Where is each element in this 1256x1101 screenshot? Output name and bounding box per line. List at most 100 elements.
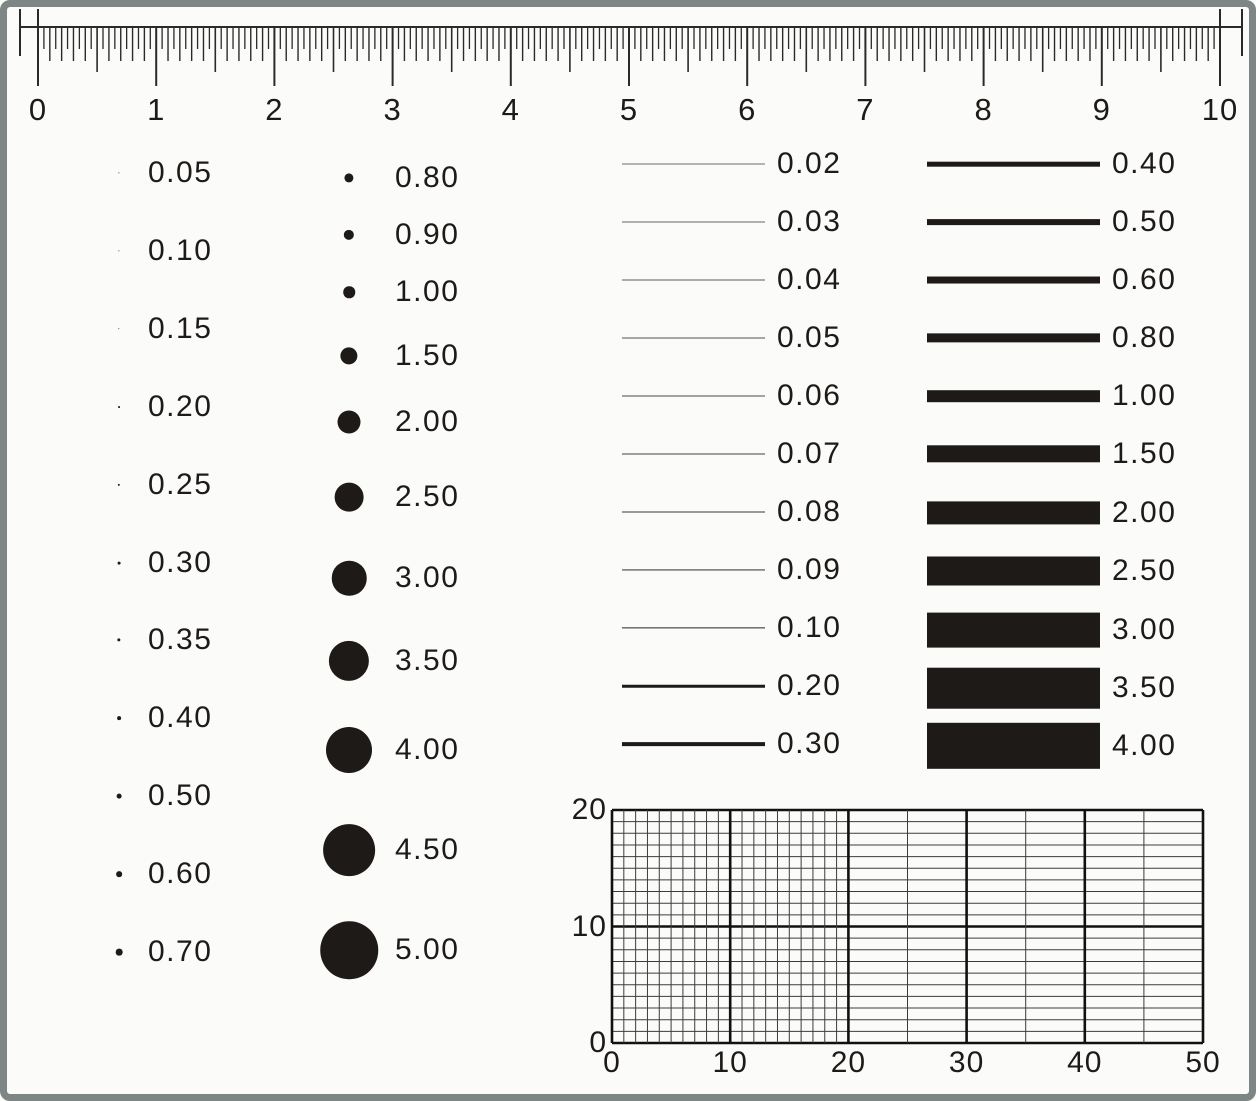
dot-size-label: 5.00 [395, 933, 460, 966]
bar-size-label: 0.60 [1112, 263, 1177, 296]
bar-marker [927, 161, 1100, 167]
dot-size-label: 0.70 [148, 935, 213, 968]
bar-size-label: 2.00 [1112, 496, 1177, 529]
bar-marker [927, 219, 1100, 225]
grid-x-tick-label: 0 [603, 1046, 621, 1079]
ruler-number: 7 [856, 92, 875, 127]
bar-marker [927, 501, 1100, 525]
grid-y-tick-label: 0 [589, 1026, 607, 1059]
dot-size-label: 0.60 [148, 857, 213, 890]
dot-marker [323, 824, 375, 876]
bar-size-label: 1.50 [1112, 437, 1177, 470]
dot-marker [116, 793, 122, 799]
bar-marker [927, 612, 1100, 648]
dot-size-label: 0.10 [148, 234, 213, 267]
line-marker [622, 337, 765, 339]
dot-marker [115, 948, 123, 956]
line-marker [622, 627, 765, 629]
grid-x-tick-label: 50 [1185, 1046, 1221, 1079]
dot-marker [334, 482, 364, 512]
dot-marker [320, 921, 378, 979]
line-marker [622, 684, 765, 688]
dot-size-label: 3.50 [395, 644, 460, 677]
dot-marker [117, 638, 121, 642]
dot-marker [116, 871, 122, 877]
bar-size-label: 0.40 [1112, 147, 1177, 180]
dot-marker [343, 286, 355, 298]
line-marker [622, 163, 765, 165]
line-size-label: 0.10 [777, 611, 842, 644]
dot-marker [118, 328, 120, 330]
dot-marker [117, 716, 121, 720]
grid-x-tick-label: 40 [1067, 1046, 1103, 1079]
ruler-number: 10 [1201, 92, 1239, 127]
line-marker [622, 395, 765, 397]
line-marker [622, 453, 765, 455]
bar-marker [927, 390, 1100, 402]
line-marker [622, 279, 765, 281]
line-size-label: 0.07 [777, 437, 842, 470]
ruler-number: 3 [383, 92, 402, 127]
dot-size-label: 1.00 [395, 275, 460, 308]
dot-size-label: 0.20 [148, 390, 213, 423]
ruler-number: 1 [147, 92, 166, 127]
grid-y-tick-label: 10 [571, 909, 607, 943]
bar-marker [927, 445, 1100, 463]
bar-marker [927, 556, 1100, 586]
dot-marker [326, 727, 372, 773]
grid-x-tick-label: 30 [948, 1046, 985, 1079]
ruler-number: 0 [28, 92, 48, 127]
bar-size-label: 2.50 [1112, 554, 1177, 587]
line-size-label: 0.09 [777, 553, 842, 586]
bar-size-label: 0.50 [1112, 205, 1177, 238]
bar-marker [927, 667, 1100, 709]
ruler-number: 8 [974, 92, 993, 127]
dot-size-label: 0.15 [148, 312, 213, 345]
dot-size-label: 0.25 [148, 468, 213, 501]
line-size-label: 0.04 [777, 263, 842, 296]
line-marker [622, 511, 765, 513]
calibration-grid [610, 808, 1205, 1045]
line-marker [622, 742, 765, 746]
ruler-number: 9 [1092, 92, 1111, 127]
line-marker [622, 221, 765, 223]
line-size-label: 0.20 [777, 669, 842, 702]
dot-size-label: 4.50 [395, 833, 460, 866]
line-marker [622, 569, 765, 571]
dot-marker [340, 347, 358, 365]
dot-size-label: 3.00 [395, 561, 460, 594]
dot-marker [118, 250, 120, 252]
dot-marker [117, 561, 121, 565]
dot-size-label: 0.90 [395, 218, 460, 251]
dot-marker [331, 560, 367, 596]
bar-size-label: 0.80 [1112, 321, 1177, 354]
dot-size-label: 1.50 [395, 339, 460, 372]
bar-size-label: 3.00 [1112, 613, 1177, 646]
ruler-number: 4 [501, 92, 520, 127]
line-size-label: 0.06 [777, 379, 842, 412]
line-size-label: 0.05 [777, 321, 842, 354]
dot-marker [337, 410, 361, 434]
dot-size-label: 0.05 [148, 156, 213, 189]
line-size-label: 0.30 [777, 727, 842, 760]
dot-size-label: 0.30 [148, 546, 213, 579]
ruler-number: 2 [265, 92, 284, 127]
dot-marker [118, 406, 120, 408]
dot-marker [117, 483, 121, 487]
dot-size-label: 4.00 [395, 733, 460, 766]
line-size-label: 0.02 [777, 147, 842, 180]
bar-size-label: 1.00 [1112, 379, 1177, 412]
line-size-label: 0.08 [777, 495, 842, 528]
dot-size-label: 2.50 [395, 480, 460, 513]
ruler-scale [19, 9, 1243, 86]
dot-size-label: 0.80 [395, 161, 460, 194]
dot-marker [328, 640, 370, 682]
bar-size-label: 4.00 [1112, 729, 1177, 762]
bar-size-label: 3.50 [1112, 671, 1177, 704]
bar-marker [927, 722, 1100, 770]
grid-x-tick-label: 10 [712, 1046, 748, 1079]
dot-size-label: 0.35 [148, 623, 213, 656]
ruler-number: 6 [738, 92, 757, 127]
dot-marker [344, 173, 354, 183]
